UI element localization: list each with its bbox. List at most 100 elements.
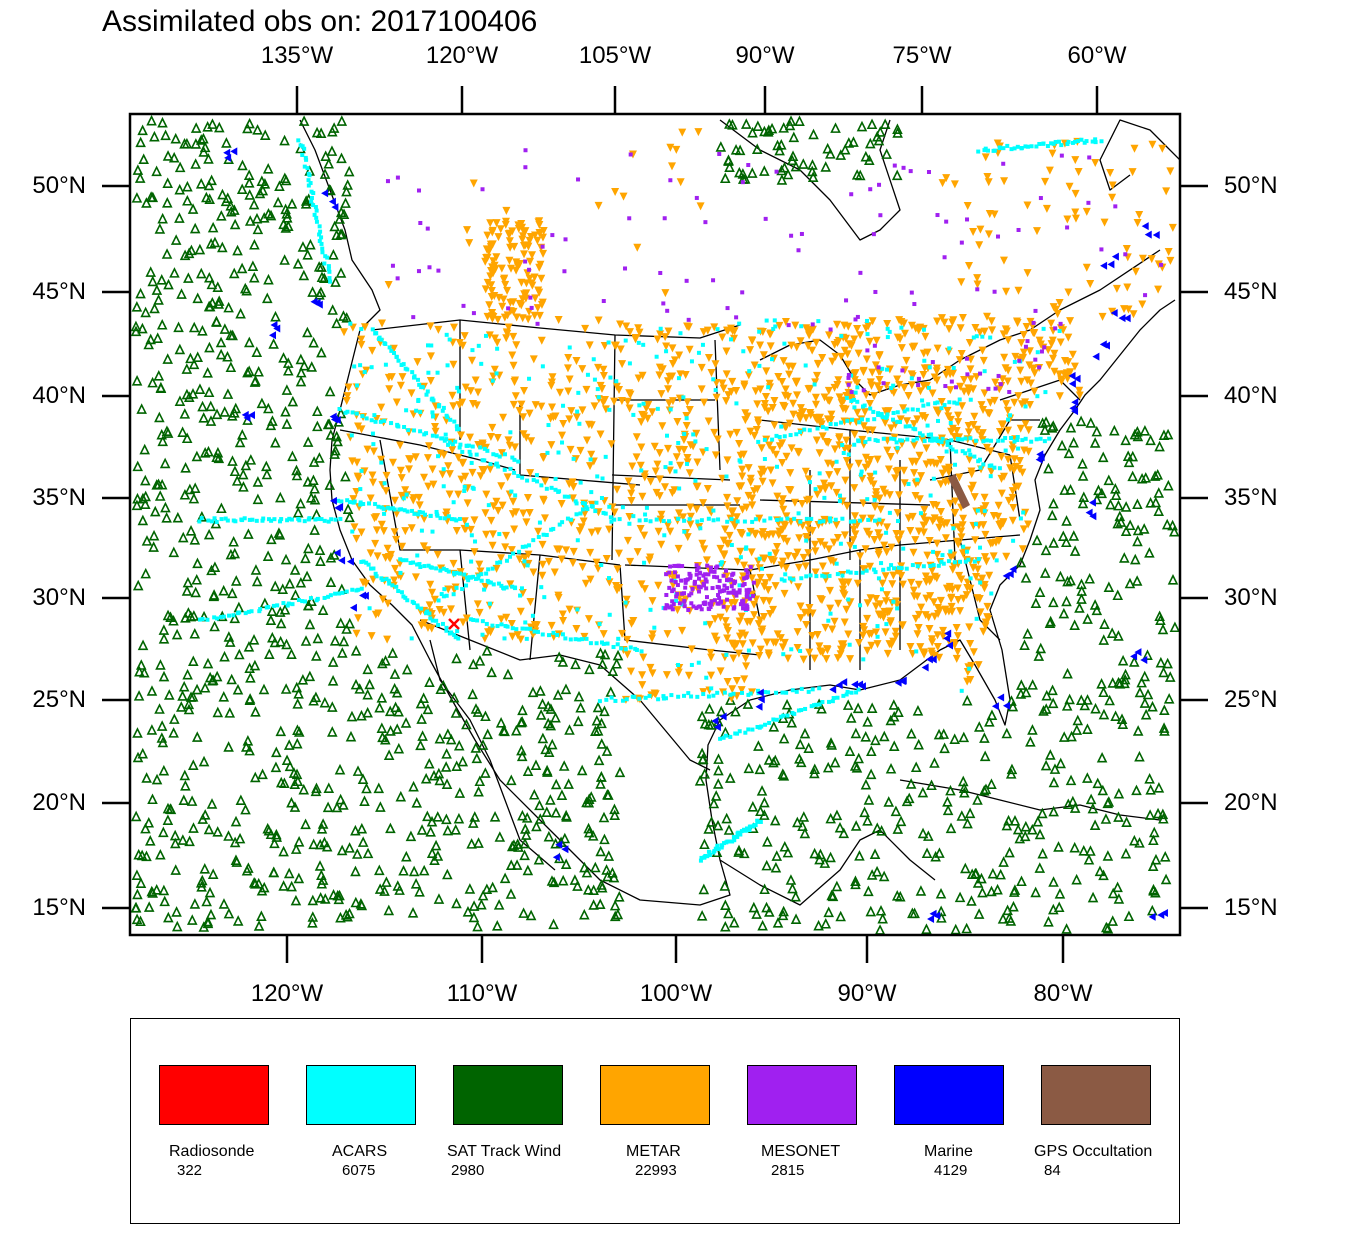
metar-marker [764,651,773,660]
sat-track-wind-marker [390,701,401,713]
acars-marker [933,401,938,406]
sat-track-wind-marker [205,415,217,426]
metar-marker [501,543,510,552]
metar-marker [1066,317,1075,326]
sat-track-wind-marker [596,879,607,890]
sat-track-wind-marker [324,479,336,490]
mesonet-marker [1123,252,1128,257]
acars-marker [1079,137,1084,142]
sat-track-wind-marker [147,793,158,805]
metar-marker [882,591,891,600]
acars-marker [575,538,580,543]
metar-marker [1047,319,1056,328]
sat-track-wind-marker [696,910,708,921]
marine-marker [1089,512,1097,521]
acars-marker [905,407,910,412]
sat-track-wind-marker [926,779,937,791]
sat-track-wind-marker [1158,666,1169,678]
metar-marker [837,578,846,587]
mesonet-marker [385,179,390,184]
acars-marker [824,426,829,431]
sat-track-wind-marker [961,694,973,706]
acars-marker [865,318,870,323]
metar-marker [804,520,813,529]
metar-marker [533,236,542,245]
metar-marker [1106,169,1115,178]
acars-marker [410,370,415,375]
sat-track-wind-marker [218,898,230,909]
acars-marker [476,343,481,348]
marine-marker [1111,252,1119,261]
sat-track-wind-marker [134,172,146,183]
sat-track-wind-marker [1138,523,1150,534]
sat-track-wind-marker [782,168,794,180]
sat-track-wind-marker [283,739,295,750]
acars-marker [763,722,768,727]
metar-marker [654,527,663,536]
metar-marker [957,533,966,542]
sat-track-wind-marker [148,529,160,541]
sat-track-wind-marker [774,144,785,156]
metar-marker [827,410,836,419]
acars-marker [803,363,808,368]
metar-marker [390,528,399,537]
acars-marker [955,401,960,406]
metar-marker [861,545,870,554]
metar-marker [1049,354,1058,363]
acars-marker [1059,143,1064,148]
acars-marker [599,562,604,567]
metar-marker [723,456,732,465]
metar-marker [774,373,783,382]
sat-track-wind-marker [1043,462,1054,474]
sat-track-wind-marker [598,811,610,823]
sat-track-wind-marker [1048,805,1059,817]
acars-marker [553,476,558,481]
mesonet-marker [721,573,726,578]
metar-marker [509,332,518,341]
acars-marker [287,516,292,521]
acars-marker [209,519,214,524]
acars-marker [534,473,539,478]
sat-track-wind-marker [973,908,985,919]
sat-track-wind-marker [156,720,168,731]
acars-marker [699,518,704,523]
acars-marker [470,348,475,353]
mesonet-marker [732,605,737,610]
metar-marker [879,613,888,622]
metar-marker [699,499,708,508]
mesonet-marker [901,165,906,170]
sat-track-wind-marker [181,585,193,596]
sat-track-wind-marker [325,429,337,440]
sat-track-wind-marker [243,862,254,873]
mesonet-marker [686,607,691,612]
acars-marker [917,431,922,436]
acars-marker [986,148,991,153]
metar-marker [590,402,599,411]
mesonet-marker [563,237,568,242]
metar-marker [449,559,458,568]
mesonet-marker [717,596,722,601]
metar-marker [515,555,524,564]
metar-marker [833,468,842,477]
metar-marker [936,480,945,489]
metar-marker [540,453,549,462]
sat-track-wind-marker [283,867,295,879]
metar-marker [902,417,911,426]
acars-marker [678,331,683,336]
metar-marker [578,406,587,415]
mesonet-marker [975,287,980,292]
metar-marker [791,321,800,330]
metar-marker [759,528,768,537]
sat-track-wind-marker [232,683,244,695]
mesonet-marker [1033,308,1038,313]
metar-marker [937,314,946,323]
sat-track-wind-marker [1161,518,1173,530]
metar-marker [805,331,814,340]
marine-marker [1071,398,1079,407]
metar-marker [846,541,855,550]
metar-marker [933,539,942,548]
metar-marker [353,472,362,481]
acars-marker [305,166,310,171]
metar-marker [818,648,827,657]
sat-track-wind-marker [696,710,708,722]
